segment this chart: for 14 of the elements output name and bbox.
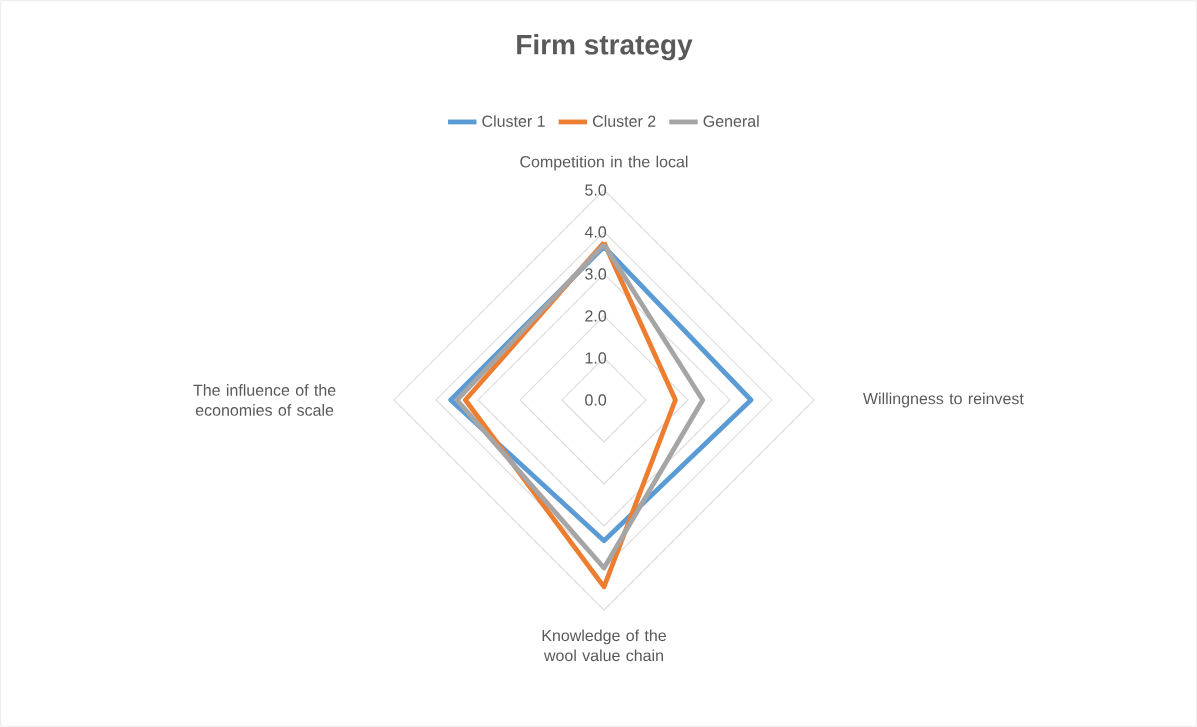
spoke-label: Willingness to reinvest bbox=[863, 392, 1024, 408]
spoke-label: The influence of the economies of scale bbox=[193, 384, 336, 416]
y-tick-label: 0.0 bbox=[585, 394, 607, 406]
legend-label: Cluster 1 bbox=[482, 115, 545, 127]
y-tick-label: 3.0 bbox=[585, 268, 607, 280]
legend-label: General bbox=[703, 115, 759, 127]
spoke-label: Competition in the local bbox=[520, 155, 688, 171]
y-tick-label: 2.0 bbox=[585, 310, 607, 322]
chart-title: Firm strategy bbox=[517, 34, 693, 61]
spoke-label: Knowledge of the wool value chain bbox=[542, 629, 666, 662]
y-tick-label: 5.0 bbox=[585, 184, 607, 196]
y-tick-label: 4.0 bbox=[584, 226, 607, 238]
legend-label: Cluster 2 bbox=[592, 115, 656, 127]
y-tick-label: 1.0 bbox=[585, 352, 607, 364]
